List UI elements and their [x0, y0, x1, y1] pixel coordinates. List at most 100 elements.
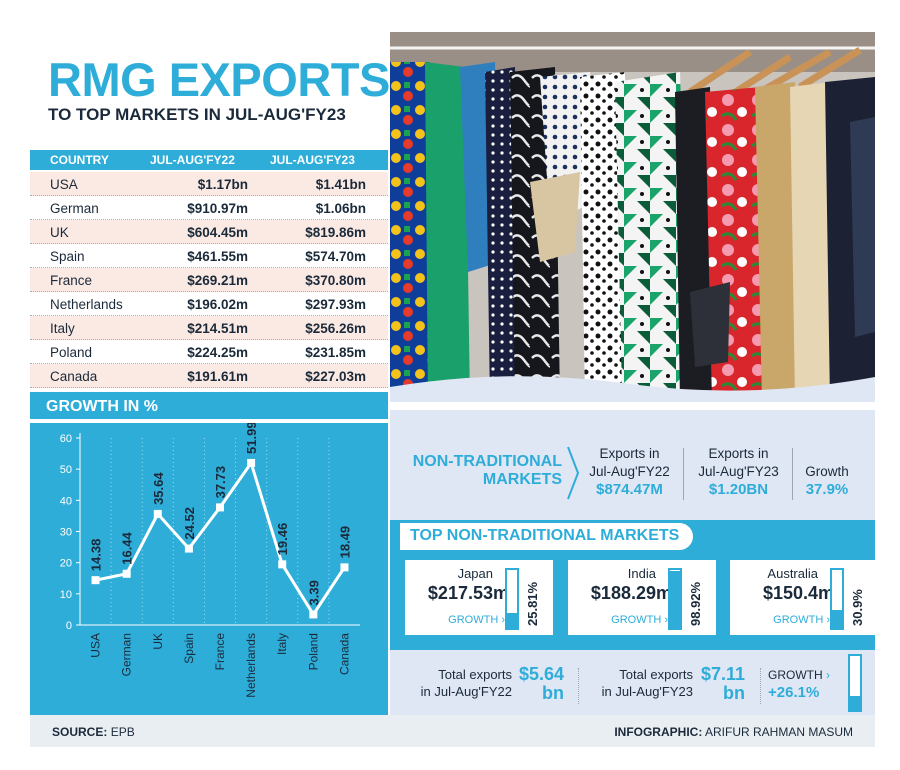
table-row: Poland $224.25m $231.85m	[30, 340, 388, 364]
table-row: Italy $214.51m $256.26m	[30, 316, 388, 340]
divider	[760, 668, 761, 704]
table-row: Spain $461.55m $574.70m	[30, 244, 388, 268]
y-tick-label: 0	[66, 620, 72, 632]
nt-growth-label: Growth	[805, 464, 849, 479]
data-label: 35.64	[151, 472, 166, 505]
page-subtitle: TO TOP MARKETS IN JUL-AUG'FY23	[48, 105, 346, 124]
total-fy23-line1: Total exports	[619, 667, 693, 682]
divider	[792, 448, 793, 500]
source-value: EPB	[110, 725, 135, 739]
market-name: Japan	[457, 566, 493, 581]
credit: INFOGRAPHIC: ARIFUR RAHMAN MASUM	[614, 725, 853, 739]
nt-fy22: Exports in Jul-Aug'FY22 $874.47M	[582, 445, 677, 499]
market-growth-label: GROWTH ›	[773, 614, 830, 626]
market-growth-bar	[830, 568, 844, 630]
growth-point	[216, 503, 224, 512]
nt-fy23-line1: Exports in	[708, 446, 769, 461]
total-fy22-line1: Total exports	[438, 667, 512, 682]
cell-fy22: $196.02m	[187, 297, 248, 312]
cell-country: German	[50, 201, 99, 216]
totals-panel	[390, 650, 875, 715]
market-growth-label-text: GROWTH	[611, 614, 662, 626]
cell-fy23: $1.41bn	[315, 177, 366, 192]
y-tick-label: 40	[60, 495, 72, 507]
growth-point	[184, 544, 193, 553]
market-value: $150.4m	[762, 583, 834, 603]
y-tick-label: 60	[60, 433, 72, 445]
x-tick-label: USA	[89, 633, 103, 658]
nt-fy22-value: $874.47M	[596, 481, 663, 498]
x-tick-label: UK	[151, 633, 165, 650]
market-growth-bar-fill	[507, 613, 517, 628]
data-label: 16.44	[120, 531, 135, 564]
data-label: 19.46	[275, 523, 290, 556]
cell-country: France	[50, 273, 93, 288]
cell-fy23: $574.70m	[305, 249, 366, 264]
x-tick-label: France	[213, 633, 227, 671]
market-growth-label-text: GROWTH	[773, 614, 824, 626]
market-growth-bar	[668, 568, 682, 630]
market-growth-bar-fill	[670, 570, 680, 628]
market-value: $188.29m	[590, 583, 672, 603]
x-tick-label: Canada	[337, 633, 351, 675]
data-label: 24.52	[182, 507, 197, 540]
divider	[578, 668, 579, 704]
total-fy22-amount: $5.64	[518, 664, 564, 684]
cell-fy22: $604.45m	[187, 225, 248, 240]
market-value: $217.53m	[427, 583, 509, 603]
total-growth: GROWTH › +26.1%	[768, 667, 838, 701]
total-growth-value: +26.1%	[768, 684, 820, 701]
market-growth-label-text: GROWTH	[448, 614, 499, 626]
cell-fy23: $227.03m	[305, 369, 366, 384]
total-fy23-label: Total exports in Jul-Aug'FY23	[585, 666, 693, 700]
table-row: German $910.97m $1.06bn	[30, 196, 388, 220]
credit-value: ARIFUR RAHMAN MASUM	[704, 725, 853, 739]
total-fy22-value: $5.64 bn	[512, 665, 564, 703]
total-fy23-unit: bn	[723, 683, 745, 703]
table-row: France $269.21m $370.80m	[30, 268, 388, 292]
nt-fy22-line2: Jul-Aug'FY22	[589, 464, 670, 479]
y-tick-label: 30	[60, 527, 72, 539]
x-tick-label: Italy	[275, 633, 289, 655]
arrow-right-icon: ›	[826, 668, 830, 682]
data-label: 14.38	[89, 539, 104, 572]
arrow-right-icon: ›	[826, 614, 830, 626]
col-header-country: COUNTRY	[50, 153, 109, 167]
source-label: SOURCE:	[52, 725, 108, 739]
header-block	[30, 32, 388, 147]
x-tick-label: Netherlands	[244, 633, 258, 698]
total-growth-bar	[848, 654, 862, 712]
table-header: COUNTRY JUL-AUG'FY22 JUL-AUG'FY23	[30, 150, 388, 170]
col-header-fy22: JUL-AUG'FY22	[150, 153, 235, 167]
growth-point	[247, 458, 256, 467]
market-growth-label: GROWTH ›	[448, 614, 505, 626]
market-growth-value: 98.92%	[688, 581, 703, 626]
cell-fy22: $1.17bn	[197, 177, 248, 192]
cell-country: Canada	[50, 369, 98, 384]
table-row: USA $1.17bn $1.41bn	[30, 172, 388, 196]
cell-fy23: $297.93m	[305, 297, 366, 312]
source: SOURCE: EPB	[52, 725, 135, 739]
divider	[683, 448, 684, 500]
total-fy22-label: Total exports in Jul-Aug'FY22	[400, 666, 512, 700]
growth-point	[153, 509, 162, 518]
clothes-photo	[390, 32, 875, 402]
nt-growth-value: 37.9%	[805, 481, 849, 498]
total-fy23-line2: in Jul-Aug'FY23	[601, 684, 693, 699]
cell-fy22: $214.51m	[187, 321, 248, 336]
non-traditional-panel	[390, 410, 875, 520]
cell-country: USA	[50, 177, 78, 192]
cell-country: Spain	[50, 249, 85, 264]
growth-point	[122, 569, 131, 578]
cell-fy22: $461.55m	[187, 249, 248, 264]
nt-fy23-value: $1.20BN	[708, 481, 769, 498]
total-growth-label-text: GROWTH	[768, 668, 823, 682]
page-title: RMG EXPORTS	[48, 53, 390, 106]
x-tick-label: Spain	[182, 633, 196, 664]
cell-fy22: $910.97m	[187, 201, 248, 216]
nt-fy22-line1: Exports in	[599, 446, 660, 461]
growth-point	[340, 563, 349, 572]
growth-point	[309, 610, 318, 619]
non-traditional-label-line1: NON-TRADITIONAL	[412, 453, 562, 470]
cell-fy22: $191.61m	[187, 369, 248, 384]
